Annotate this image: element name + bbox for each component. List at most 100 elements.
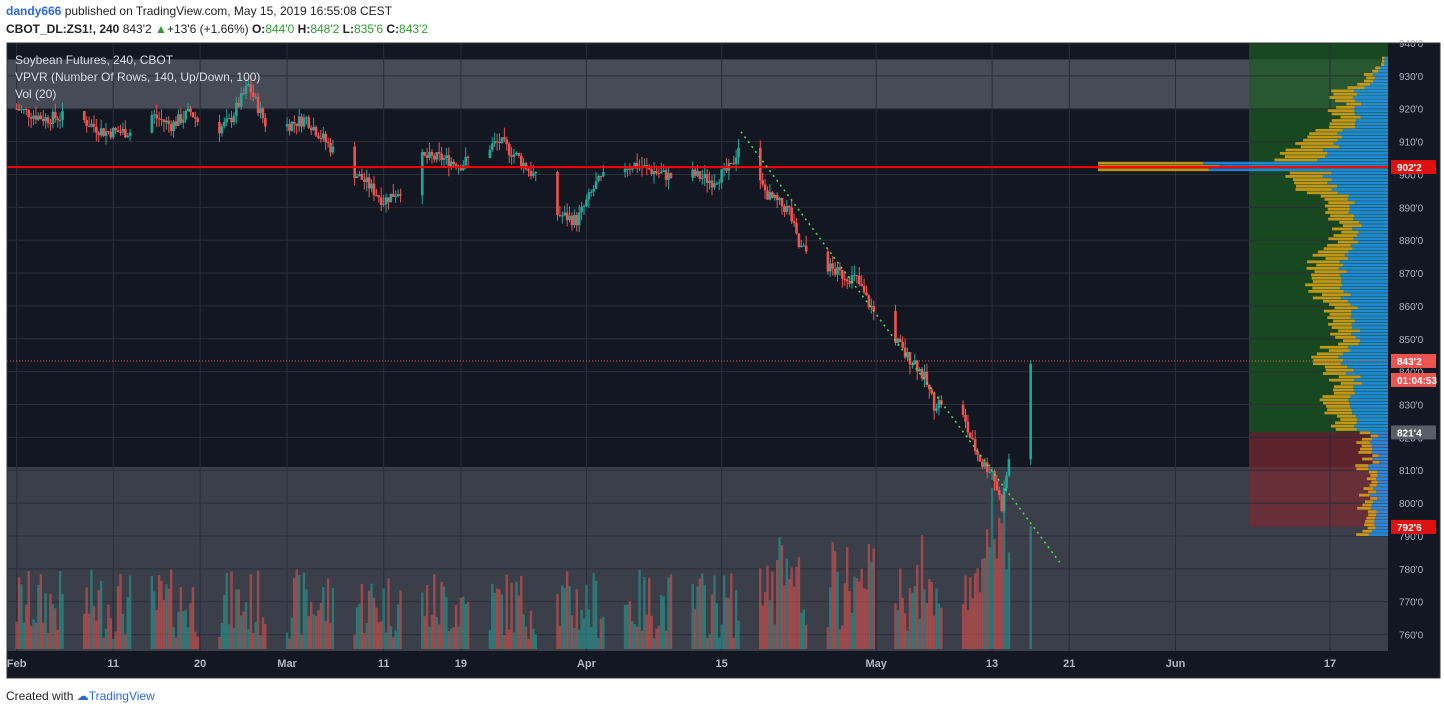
volume-profile-up	[1370, 506, 1388, 510]
author-link[interactable]: dandy666	[6, 4, 62, 18]
candle	[189, 108, 192, 113]
volume-bar	[935, 588, 938, 649]
candle	[51, 111, 55, 124]
candle	[532, 173, 535, 176]
volume-profile-up	[1337, 191, 1388, 195]
volume-bar	[645, 614, 648, 649]
volume-bar	[792, 586, 796, 649]
volume-bar	[495, 588, 499, 649]
volume-profile-down	[1346, 102, 1362, 106]
volume-profile-down	[1335, 99, 1355, 103]
candle	[58, 119, 62, 121]
volume-profile-down	[1358, 451, 1372, 454]
volume-bar	[162, 600, 166, 649]
volume-bar	[1029, 526, 1032, 649]
volume-bar	[725, 597, 728, 649]
candle	[896, 338, 900, 343]
volume-bar	[655, 628, 658, 649]
volume-profile-down	[1320, 194, 1349, 198]
volume-bar	[126, 596, 129, 649]
volume-bar	[165, 584, 168, 649]
candle	[517, 152, 521, 156]
candle	[288, 124, 291, 131]
volume-bar	[377, 622, 381, 649]
candle	[838, 267, 842, 271]
candle	[573, 214, 576, 226]
volume-profile-up	[1340, 296, 1388, 300]
volume-bar	[804, 625, 808, 649]
volume-profile-up	[1339, 273, 1388, 277]
candle	[440, 153, 443, 161]
volume-profile-up	[1344, 253, 1388, 257]
candle	[329, 142, 332, 153]
volume-profile-up	[1376, 490, 1388, 494]
volume-bar	[363, 633, 366, 649]
volume-bar	[932, 615, 936, 649]
volume-profile-up	[1348, 398, 1388, 402]
candle	[635, 163, 639, 169]
volume-profile-down	[1340, 382, 1362, 385]
candle	[826, 251, 830, 272]
volume-profile-down	[1324, 411, 1353, 415]
candle	[626, 168, 629, 170]
candle	[256, 96, 260, 113]
candle	[662, 170, 665, 172]
price-tick-label: 870'0	[1399, 269, 1424, 280]
volume-profile-down	[1327, 109, 1355, 113]
volume-profile-down	[1341, 230, 1359, 234]
volume-profile-up	[1337, 184, 1388, 188]
candle	[870, 306, 873, 308]
candle	[87, 125, 91, 127]
candle	[152, 114, 156, 116]
candle	[503, 137, 506, 140]
candle	[558, 214, 562, 216]
candle	[297, 116, 301, 127]
volume-bar	[430, 615, 434, 649]
volume-bar	[223, 595, 226, 649]
volume-bar	[382, 588, 385, 649]
volume-profile-down	[1339, 220, 1359, 224]
volume-bar	[392, 637, 395, 649]
volume-profile-down	[1327, 316, 1351, 320]
volume-profile-up	[1368, 464, 1388, 467]
volume-bar	[771, 571, 774, 649]
volume-profile-down	[1331, 89, 1354, 93]
volume-profile-up	[1345, 372, 1388, 375]
volume-bar	[423, 616, 426, 649]
volume-bar	[155, 609, 158, 649]
volume-profile-up	[1339, 145, 1388, 149]
candle	[41, 118, 45, 122]
volume-bar	[20, 584, 23, 649]
volume-profile-up	[1354, 122, 1388, 126]
candle	[230, 117, 233, 123]
candle	[645, 165, 649, 167]
tradingview-link[interactable]: TradingView	[88, 689, 155, 703]
candle	[377, 195, 381, 198]
volume-profile-up	[1371, 437, 1388, 441]
volume-bar	[843, 583, 846, 649]
volume-bar	[244, 602, 248, 649]
candle	[701, 178, 704, 180]
volume-bar	[759, 568, 762, 649]
volume-profile-up	[1378, 454, 1388, 458]
candle	[128, 132, 132, 136]
candle	[715, 183, 719, 185]
volume-bar	[556, 594, 559, 649]
volume-profile-down	[1356, 467, 1369, 471]
volume-bar	[34, 622, 38, 649]
volume-bar	[763, 591, 767, 649]
candle	[734, 157, 738, 164]
candle	[623, 169, 627, 173]
volume-bar	[58, 571, 62, 649]
candle	[307, 117, 311, 128]
volume-profile-up	[1378, 434, 1388, 438]
candle	[650, 169, 653, 174]
volume-profile-up	[1352, 227, 1388, 231]
candle	[114, 127, 117, 131]
volume-bar	[561, 585, 564, 649]
volume-bar	[587, 609, 591, 649]
volume-profile-up	[1378, 69, 1388, 73]
volume-profile-up	[1371, 503, 1388, 507]
candle	[906, 352, 909, 358]
